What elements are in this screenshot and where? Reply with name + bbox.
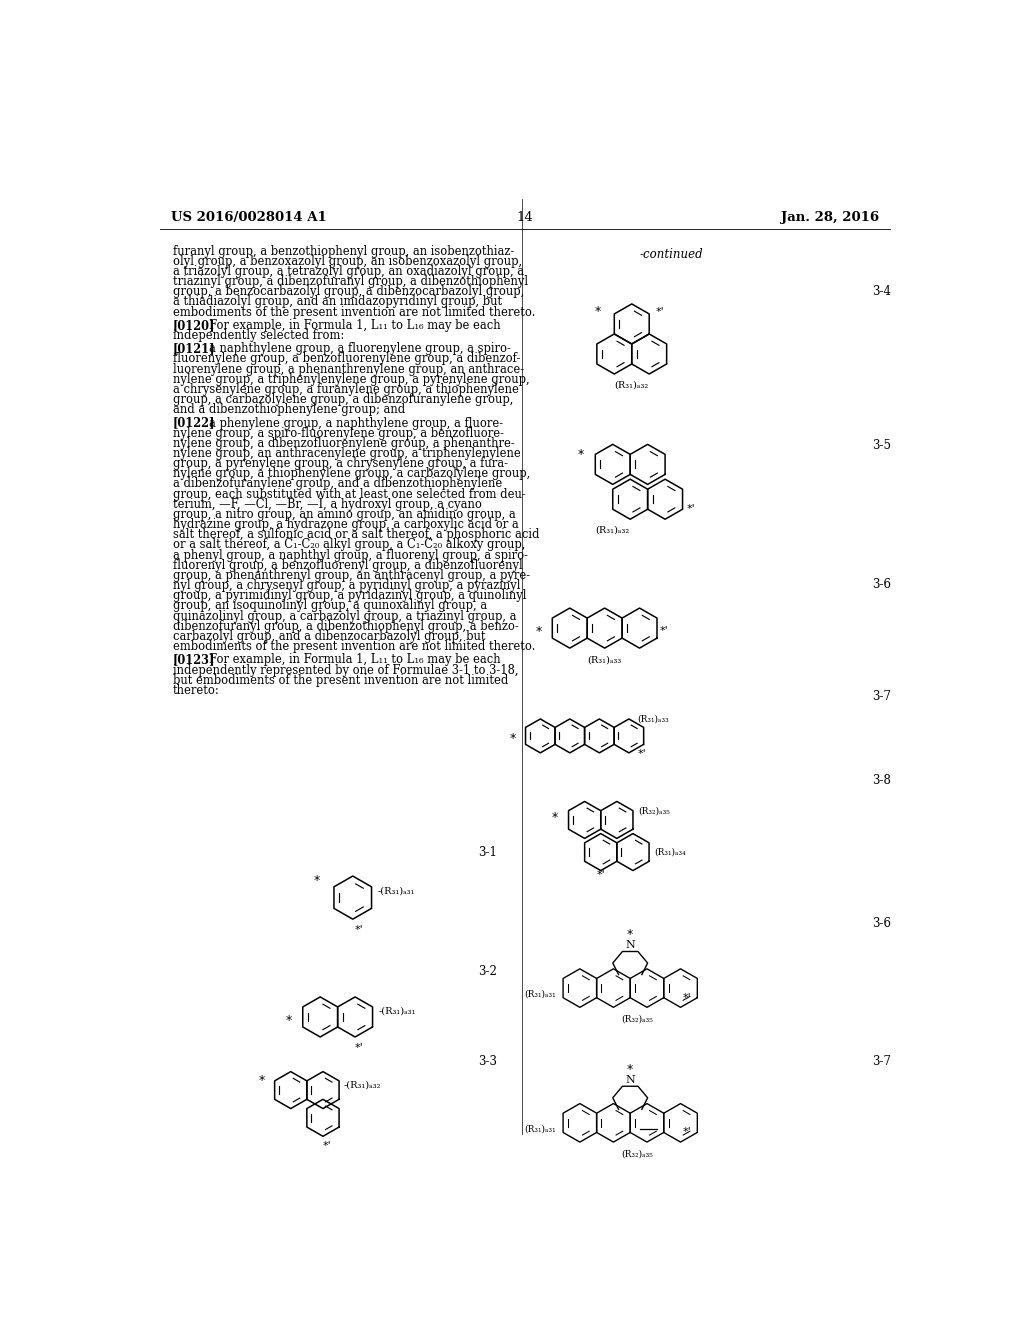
Text: group, a carbazolylene group, a dibenzofuranylene group,: group, a carbazolylene group, a dibenzof… <box>173 393 513 407</box>
Text: 3-7: 3-7 <box>872 1056 891 1068</box>
Text: but embodiments of the present invention are not limited: but embodiments of the present invention… <box>173 673 508 686</box>
Text: *': *' <box>660 626 669 636</box>
Text: 3-5: 3-5 <box>872 440 891 453</box>
Text: carbazolyl group, and a dibenzocarbazolyl group, but: carbazolyl group, and a dibenzocarbazoly… <box>173 630 485 643</box>
Text: a thiadiazolyl group, and an imidazopyridinyl group, but: a thiadiazolyl group, and an imidazopyri… <box>173 296 502 309</box>
Text: terium, —F, —Cl, —Br, —I, a hydroxyl group, a cyano: terium, —F, —Cl, —Br, —I, a hydroxyl gro… <box>173 498 482 511</box>
Text: a dibenzofuranylene group, and a dibenzothiophenylene: a dibenzofuranylene group, and a dibenzo… <box>173 478 502 491</box>
Text: 3-7: 3-7 <box>872 689 891 702</box>
Text: quinazolinyl group, a carbazolyl group, a triazinyl group, a: quinazolinyl group, a carbazolyl group, … <box>173 610 516 623</box>
Text: *': *' <box>355 925 364 936</box>
Text: [0122]: [0122] <box>173 417 215 429</box>
Text: (R₃₁)ₐ₃₁: (R₃₁)ₐ₃₁ <box>524 1125 556 1133</box>
Text: *': *' <box>637 750 646 759</box>
Text: *': *' <box>655 308 664 317</box>
Text: *': *' <box>323 1140 331 1151</box>
Text: a phenylene group, a naphthylene group, a fluore-: a phenylene group, a naphthylene group, … <box>209 417 503 429</box>
Text: (R₃₁)ₐ₃₄: (R₃₁)ₐ₃₄ <box>654 847 686 857</box>
Text: nylene group, a dibenzofluorenylene group, a phenanthre-: nylene group, a dibenzofluorenylene grou… <box>173 437 515 450</box>
Text: [0120]: [0120] <box>173 319 215 331</box>
Text: *': *' <box>683 993 692 1003</box>
Text: *: * <box>552 810 558 824</box>
Text: group, a phenanthrenyl group, an anthracenyl group, a pyre-: group, a phenanthrenyl group, an anthrac… <box>173 569 530 582</box>
Text: 3-4: 3-4 <box>872 285 891 298</box>
Text: 3-3: 3-3 <box>478 1056 498 1068</box>
Text: *': *' <box>687 504 696 515</box>
Text: fluorenyl group, a benzofluorenyl group, a dibenzofluorenyl: fluorenyl group, a benzofluorenyl group,… <box>173 558 522 572</box>
Text: (R₃₁)ₐ₃₃: (R₃₁)ₐ₃₃ <box>588 656 622 665</box>
Text: group, a nitro group, an amino group, an amidino group, a: group, a nitro group, an amino group, an… <box>173 508 516 521</box>
Text: group, each substituted with at least one selected from deu-: group, each substituted with at least on… <box>173 487 525 500</box>
Text: embodiments of the present invention are not limited thereto.: embodiments of the present invention are… <box>173 306 536 318</box>
Text: independently represented by one of Formulae 3-1 to 3-18,: independently represented by one of Form… <box>173 664 518 677</box>
Text: -(R₃₁)ₐ₃₁: -(R₃₁)ₐ₃₁ <box>378 1006 416 1015</box>
Text: US 2016/0028014 A1: US 2016/0028014 A1 <box>171 211 327 224</box>
Text: group, a benzocarbazolyl group, a dibenzocarbazolyl group,: group, a benzocarbazolyl group, a dibenz… <box>173 285 524 298</box>
Text: *: * <box>627 928 633 941</box>
Text: independently selected from:: independently selected from: <box>173 329 344 342</box>
Text: nyl group, a chrysenyl group, a pyridinyl group, a pyrazinyl: nyl group, a chrysenyl group, a pyridiny… <box>173 579 520 593</box>
Text: thereto:: thereto: <box>173 684 220 697</box>
Text: embodiments of the present invention are not limited thereto.: embodiments of the present invention are… <box>173 640 536 653</box>
Text: 3-1: 3-1 <box>478 846 498 859</box>
Text: 3-6: 3-6 <box>872 917 891 929</box>
Text: For example, in Formula 1, L₁₁ to L₁₆ may be each: For example, in Formula 1, L₁₁ to L₁₆ ma… <box>209 653 501 667</box>
Text: *: * <box>595 305 601 318</box>
Text: (R₃₁)ₐ₃₁: (R₃₁)ₐ₃₁ <box>524 990 556 998</box>
Text: group, a pyrimidinyl group, a pyridazinyl group, a quinolinyl: group, a pyrimidinyl group, a pyridaziny… <box>173 589 526 602</box>
Text: or a salt thereof, a C₁-C₂₀ alkyl group, a C₁-C₂₀ alkoxy group,: or a salt thereof, a C₁-C₂₀ alkyl group,… <box>173 539 525 552</box>
Text: nylene group, a thiophenylene group, a carbazolylene group,: nylene group, a thiophenylene group, a c… <box>173 467 530 480</box>
Text: group, an isoquinolinyl group, a quinoxalinyl group, a: group, an isoquinolinyl group, a quinoxa… <box>173 599 487 612</box>
Text: nylene group, a triphenylenylene group, a pyrenylene group,: nylene group, a triphenylenylene group, … <box>173 372 529 385</box>
Text: hydrazine group, a hydrazone group, a carboxylic acid or a: hydrazine group, a hydrazone group, a ca… <box>173 519 519 531</box>
Text: *': *' <box>683 1127 692 1138</box>
Text: -(R₃₁)ₐ₃₁: -(R₃₁)ₐ₃₁ <box>378 887 415 896</box>
Text: 3-2: 3-2 <box>478 965 498 978</box>
Text: olyl group, a benzoxazolyl group, an isobenzoxazolyl group,: olyl group, a benzoxazolyl group, an iso… <box>173 255 522 268</box>
Text: *: * <box>258 1074 264 1088</box>
Text: luorenylene group, a phenanthrenylene group, an anthrace-: luorenylene group, a phenanthrenylene gr… <box>173 363 524 376</box>
Text: (R₃₁)ₐ₃₂: (R₃₁)ₐ₃₂ <box>614 380 649 389</box>
Text: salt thereof, a sulfonic acid or a salt thereof, a phosphoric acid: salt thereof, a sulfonic acid or a salt … <box>173 528 540 541</box>
Text: *': *' <box>596 870 605 880</box>
Text: -(R₃₁)ₐ₃₂: -(R₃₁)ₐ₃₂ <box>343 1080 381 1089</box>
Text: (R₃₂)ₐ₃₅: (R₃₂)ₐ₃₅ <box>621 1015 653 1024</box>
Text: nylene group, an anthracenylene group, a triphenylenylene: nylene group, an anthracenylene group, a… <box>173 447 520 459</box>
Text: Jan. 28, 2016: Jan. 28, 2016 <box>781 211 879 224</box>
Text: [0123]: [0123] <box>173 653 215 667</box>
Text: (R₃₂)ₐ₃₅: (R₃₂)ₐ₃₅ <box>621 1150 653 1159</box>
Text: (R₃₁)ₐ₃₃: (R₃₁)ₐ₃₃ <box>637 714 669 723</box>
Text: triazinyl group, a dibenzofuranyl group, a dibenzothiophenyl: triazinyl group, a dibenzofuranyl group,… <box>173 275 528 288</box>
Text: [0121]: [0121] <box>173 342 216 355</box>
Text: a naphthylene group, a fluorenylene group, a spiro-: a naphthylene group, a fluorenylene grou… <box>209 342 511 355</box>
Text: *': *' <box>354 1043 364 1053</box>
Text: (R₃₂)ₐ₃₅: (R₃₂)ₐ₃₅ <box>639 807 671 816</box>
Text: dibenzofuranyl group, a dibenzothiophenyl group, a benzo-: dibenzofuranyl group, a dibenzothiopheny… <box>173 620 519 632</box>
Text: N: N <box>626 1074 635 1085</box>
Text: N: N <box>626 940 635 950</box>
Text: and a dibenzothiophenylene group; and: and a dibenzothiophenylene group; and <box>173 404 406 416</box>
Text: fluorenylene group, a benzofluorenylene group, a dibenzof-: fluorenylene group, a benzofluorenylene … <box>173 352 520 366</box>
Text: group, a pyrenylene group, a chrysenylene group, a fura-: group, a pyrenylene group, a chrysenylen… <box>173 457 508 470</box>
Text: a phenyl group, a naphthyl group, a fluorenyl group, a spiro-: a phenyl group, a naphthyl group, a fluo… <box>173 549 528 561</box>
Text: *: * <box>578 447 584 461</box>
Text: *: * <box>286 1014 292 1027</box>
Text: a triazolyl group, a tetrazolyl group, an oxadiazolyl group, a: a triazolyl group, a tetrazolyl group, a… <box>173 265 524 279</box>
Text: 3-8: 3-8 <box>872 775 891 788</box>
Text: furanyl group, a benzothiophenyl group, an isobenzothiaz-: furanyl group, a benzothiophenyl group, … <box>173 244 514 257</box>
Text: *: * <box>509 733 515 746</box>
Text: -continued: -continued <box>640 248 703 261</box>
Text: 3-6: 3-6 <box>872 578 891 591</box>
Text: 14: 14 <box>516 211 534 224</box>
Text: (R₃₁)ₐ₃₂: (R₃₁)ₐ₃₂ <box>596 525 630 535</box>
Text: *: * <box>314 874 321 887</box>
Text: For example, in Formula 1, L₁₁ to L₁₆ may be each: For example, in Formula 1, L₁₁ to L₁₆ ma… <box>209 319 501 331</box>
Text: *: * <box>627 1063 633 1076</box>
Text: nylene group, a spiro-fluorenylene group, a benzofluore-: nylene group, a spiro-fluorenylene group… <box>173 426 504 440</box>
Text: a chrysenylene group, a furanylene group, a thiophenylene: a chrysenylene group, a furanylene group… <box>173 383 519 396</box>
Text: *: * <box>536 624 542 638</box>
